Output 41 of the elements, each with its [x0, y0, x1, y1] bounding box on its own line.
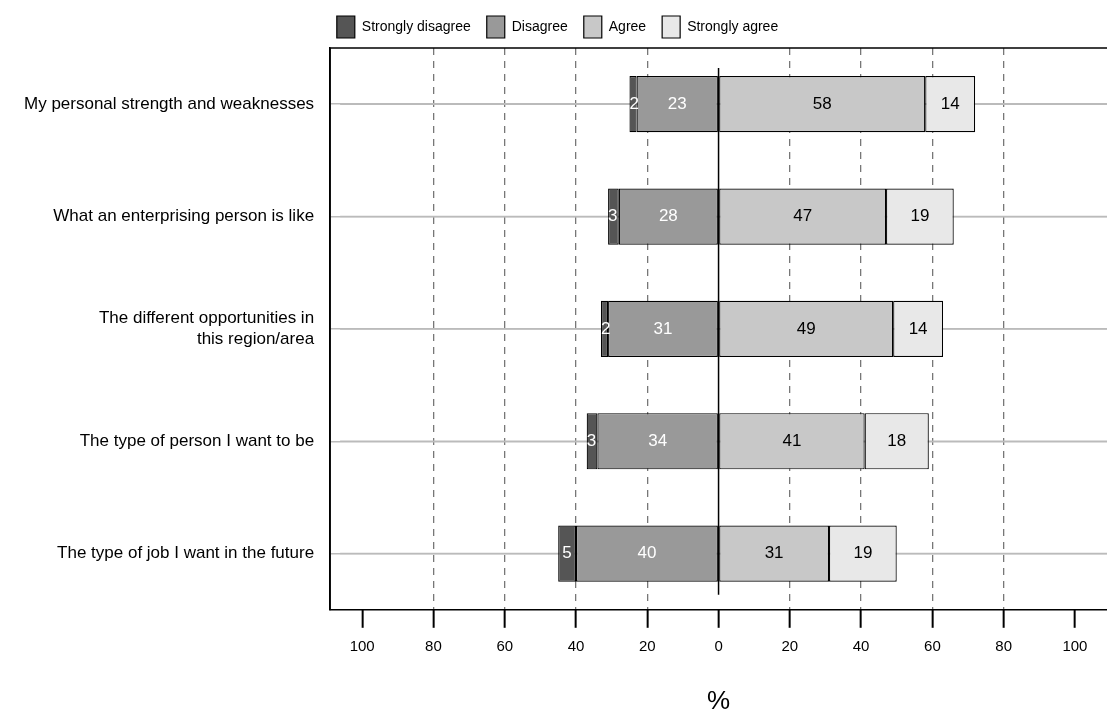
data-label: 58 [812, 93, 832, 113]
data-label: 5 [562, 543, 572, 563]
y-tick-label: The different opportunities in this region/area [98, 308, 315, 348]
legend-label: Strongly agree [687, 17, 779, 34]
data-label: 3 [586, 430, 597, 450]
x-tick-label: 100 [1062, 636, 1088, 654]
x-tick-label: 40 [852, 636, 870, 654]
data-label: 18 [887, 430, 907, 450]
data-label: 14 [940, 93, 960, 113]
x-tick-label: 20 [781, 636, 799, 654]
x-tick-label: 100 [349, 636, 375, 654]
x-tick-label: 0 [714, 636, 723, 654]
data-label: 2 [629, 93, 639, 113]
data-label: 19 [910, 206, 930, 226]
y-tick-label: My personal strength and weaknesses [23, 93, 315, 113]
x-tick-label: 80 [425, 636, 442, 654]
data-label: 14 [908, 318, 928, 338]
x-axis-title: % [706, 684, 731, 715]
legend-label: Strongly disagree [361, 17, 471, 34]
data-label: 23 [667, 93, 687, 113]
x-tick-label: 40 [567, 636, 585, 654]
data-label: 31 [653, 318, 673, 338]
x-tick-label: 20 [638, 636, 656, 654]
data-label: 19 [853, 543, 873, 563]
data-label: 47 [793, 206, 813, 226]
y-tick-label: What an enterprising person is like [53, 206, 315, 226]
x-tick-label: 60 [924, 636, 941, 654]
data-label: 31 [764, 543, 784, 563]
x-tick-label: 60 [496, 636, 514, 654]
data-label: 2 [600, 318, 611, 338]
data-label: 49 [796, 318, 816, 338]
data-label: 34 [648, 430, 668, 450]
data-label: 3 [608, 206, 618, 226]
data-label: 40 [637, 543, 657, 563]
y-tick-label: The type of job I want in the future [57, 543, 315, 563]
legend-label: Agree [608, 17, 647, 34]
data-label: 41 [782, 430, 802, 450]
legend-label: Disagree [511, 17, 568, 34]
x-tick-label: 80 [995, 636, 1012, 654]
data-label: 28 [658, 206, 678, 226]
y-tick-label: The type of person I want to be [79, 430, 315, 450]
